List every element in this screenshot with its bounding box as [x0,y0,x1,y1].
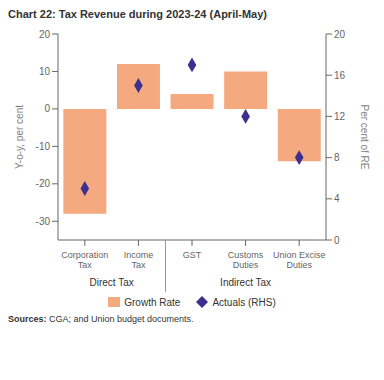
svg-text:CorporationTax: CorporationTax [61,250,108,270]
svg-text:0: 0 [334,235,340,246]
svg-text:20: 20 [39,29,51,40]
svg-text:-30: -30 [36,216,51,227]
html-text:Indirect Tax: Indirect Tax [220,277,272,288]
svg-text:Per cent of RE: Per cent of RE [359,104,370,169]
svg-text:-20: -20 [36,178,51,189]
svg-text:-10: -10 [36,141,51,152]
html-text:Sources: CGA; and Union budget: Sources: CGA; and Union budget documents… [8,314,194,324]
svg-text:16: 16 [334,70,346,81]
svg-text:4: 4 [334,193,340,204]
svg-text:10: 10 [39,66,51,77]
svg-text:0: 0 [44,103,50,114]
svg-text:20: 20 [334,29,346,40]
html-text:Actuals (RHS): Actuals (RHS) [212,296,276,308]
svg-text:GST: GST [183,250,202,260]
svg-text:8: 8 [334,152,340,163]
html-text:Chart 22: Tax Revenue during 2: Chart 22: Tax Revenue during 2023-24 (Ap… [8,8,267,20]
svg-text:IncomeTax: IncomeTax [124,250,154,270]
html-text:Growth Rate: Growth Rate [124,296,181,308]
svg-text:12: 12 [334,111,346,122]
svg-text:CustomsDuties: CustomsDuties [228,250,264,270]
html-text:Direct Tax: Direct Tax [89,277,134,288]
svg-text:Y-o-y, per cent: Y-o-y, per cent [14,105,25,169]
svg-text:Union ExciseDuties: Union ExciseDuties [273,250,326,270]
